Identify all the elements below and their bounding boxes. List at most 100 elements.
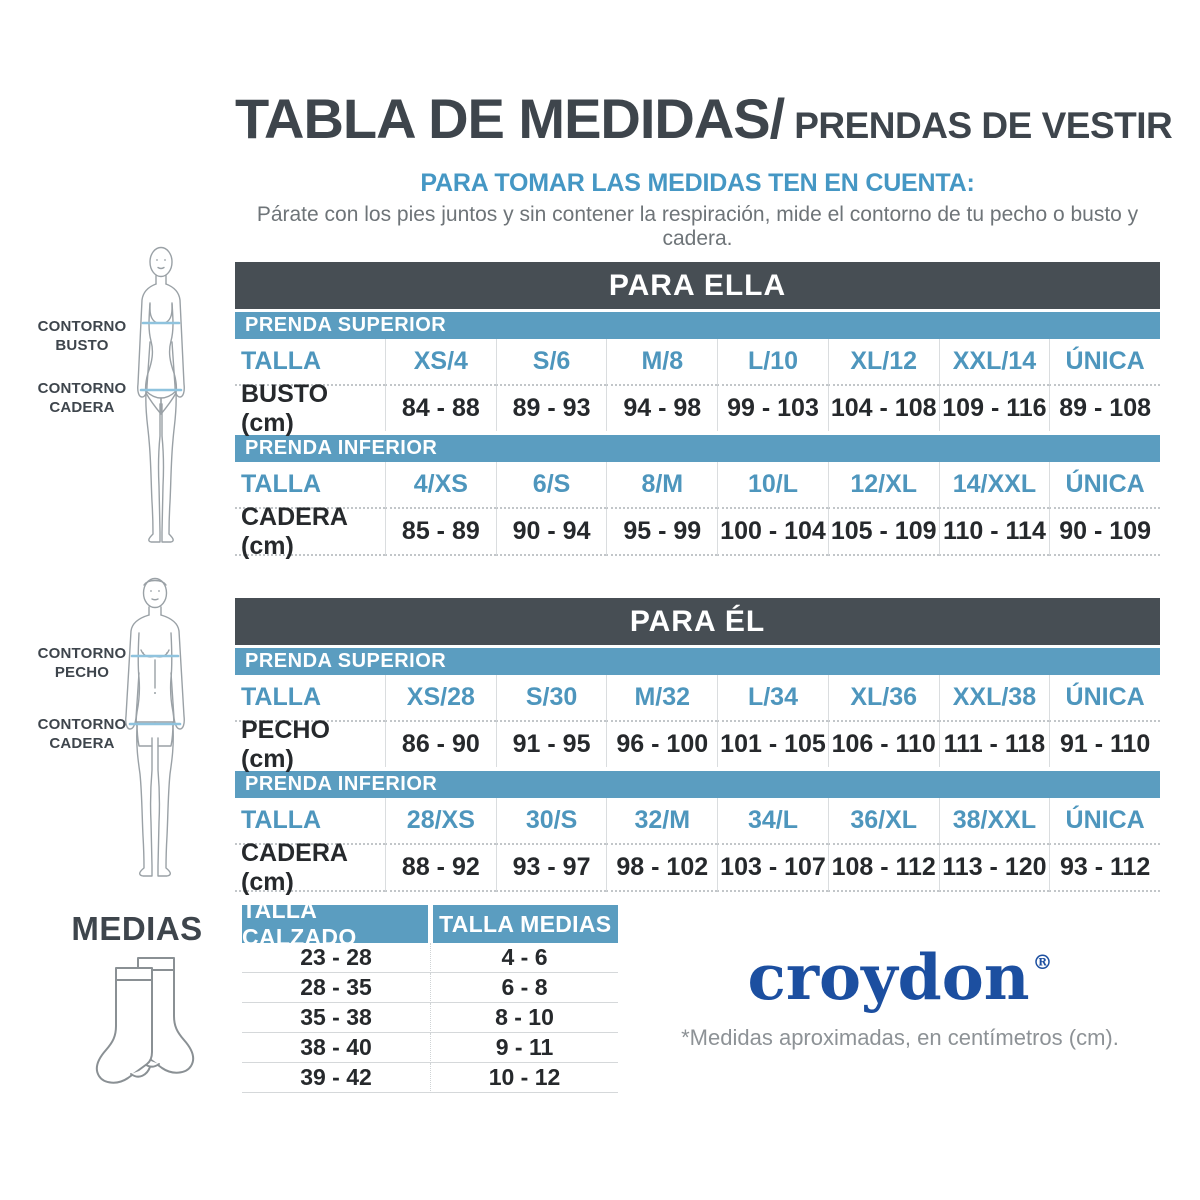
- male-hip-label: CONTORNO CADERA: [37, 716, 127, 752]
- measure-cell: 101 - 105: [717, 722, 828, 767]
- measure-cell: 109 - 116: [938, 386, 1050, 431]
- size-cell: 34/L: [717, 798, 828, 845]
- registered-trademark-symbol: ®: [1032, 950, 1053, 974]
- size-cell: XS/28: [385, 675, 496, 722]
- size-cell: 28/XS: [385, 798, 496, 845]
- women-upper-sizes-row: TALLA XS/4 S/6 M/8 L/10 XL/12 XXL/14 ÚNI…: [235, 339, 1160, 386]
- size-cell: M/32: [606, 675, 718, 722]
- size-cell: 8/M: [606, 462, 718, 509]
- size-cell: XS/4: [385, 339, 496, 386]
- measure-row-label: PECHO (cm): [241, 715, 330, 773]
- measure-cell: 99 - 103: [717, 386, 828, 431]
- measure-cell: 113 - 120: [938, 845, 1050, 892]
- size-cell: S/30: [495, 675, 607, 722]
- size-cell: 32/M: [606, 798, 718, 845]
- sock-size-cell: 9 - 11: [430, 1033, 618, 1063]
- female-hip-label: CONTORNO CADERA: [37, 380, 127, 416]
- male-figure-illustration: [125, 577, 185, 877]
- measurements-footnote: *Medidas aproximadas, en centímetros (cm…: [681, 1025, 1119, 1050]
- page-title: TABLA DE MEDIDAS/PRENDAS DE VESTIR: [235, 86, 1173, 151]
- men-size-table: PARA ÉL PRENDA SUPERIOR TALLA XS/28 S/30…: [235, 598, 1160, 896]
- size-cell: 30/S: [495, 798, 607, 845]
- men-lower-band: PRENDA INFERIOR: [235, 771, 1160, 798]
- brand-block: croydon ® *Medidas aproximadas, en centím…: [640, 946, 1160, 1051]
- table-row: 35 - 38 8 - 10: [242, 1003, 618, 1033]
- size-cell: XL/36: [827, 675, 939, 722]
- size-cell: XXL/38: [938, 675, 1050, 722]
- measure-cell: 86 - 90: [385, 722, 496, 767]
- size-cell: ÚNICA: [1049, 675, 1160, 722]
- measure-row-label: CADERA (cm): [235, 839, 385, 896]
- sock-size-header: TALLA MEDIAS: [432, 905, 618, 943]
- women-hip-values-row: CADERA (cm) 85 - 89 90 - 94 95 - 99 100 …: [235, 503, 1160, 560]
- size-row-label: TALLA: [235, 339, 385, 386]
- measure-cell: 93 - 97: [495, 845, 607, 892]
- measure-cell: 88 - 92: [385, 845, 496, 892]
- table-row: 28 - 35 6 - 8: [242, 973, 618, 1003]
- measure-row-label: CADERA (cm): [235, 503, 385, 560]
- table-row: 39 - 42 10 - 12: [242, 1063, 618, 1093]
- size-cell: XL/12: [827, 339, 939, 386]
- size-cell: 10/L: [717, 462, 828, 509]
- size-cell: ÚNICA: [1049, 462, 1160, 509]
- size-cell: ÚNICA: [1049, 798, 1160, 845]
- women-lower-band: PRENDA INFERIOR: [235, 435, 1160, 462]
- sock-size-cell: 6 - 8: [430, 973, 618, 1003]
- size-cell: ÚNICA: [1049, 339, 1160, 386]
- size-cell: S/6: [495, 339, 607, 386]
- header: TABLA DE MEDIDAS/PRENDAS DE VESTIR PARA …: [235, 86, 1173, 251]
- women-lower-sizes-row: TALLA 4/XS 6/S 8/M 10/L 12/XL 14/XXL ÚNI…: [235, 462, 1160, 509]
- measure-cell: 104 - 108: [827, 386, 939, 431]
- size-row-label: TALLA: [235, 798, 385, 845]
- measure-cell: 89 - 93: [495, 386, 607, 431]
- size-cell: 6/S: [495, 462, 607, 509]
- brand-logo-text: croydon: [747, 940, 1030, 1014]
- measure-cell: 90 - 94: [495, 509, 607, 556]
- sock-size-cell: 10 - 12: [430, 1063, 618, 1093]
- size-cell: XXL/14: [938, 339, 1050, 386]
- measure-cell: 89 - 108: [1049, 386, 1160, 431]
- shoe-size-cell: 39 - 42: [242, 1063, 430, 1093]
- size-row-label: TALLA: [235, 675, 385, 722]
- measure-cell: 85 - 89: [385, 509, 496, 556]
- measure-cell: 111 - 118: [938, 722, 1050, 767]
- measure-cell: 96 - 100: [606, 722, 717, 767]
- measure-cell: 95 - 99: [606, 509, 718, 556]
- women-table-title: PARA ELLA: [235, 262, 1160, 309]
- measure-cell: 110 - 114: [938, 509, 1050, 556]
- men-table-title: PARA ÉL: [235, 598, 1160, 645]
- female-bust-label: CONTORNO BUSTO: [37, 318, 127, 354]
- instructions-text: Párate con los pies juntos y sin contene…: [256, 203, 1139, 250]
- socks-table-header: TALLA CALZADO TALLA MEDIAS: [242, 897, 618, 950]
- shoe-size-cell: 35 - 38: [242, 1003, 430, 1033]
- men-chest-values-row: PECHO (cm) 86 - 90 91 - 95 96 - 100 101 …: [235, 715, 1160, 773]
- sock-size-cell: 4 - 6: [430, 943, 618, 973]
- size-cell: 36/XL: [827, 798, 939, 845]
- size-cell: 12/XL: [827, 462, 939, 509]
- sock-size-cell: 8 - 10: [430, 1003, 618, 1033]
- page-title-main: TABLA DE MEDIDAS/: [235, 87, 785, 150]
- shoe-size-cell: 28 - 35: [242, 973, 430, 1003]
- socks-icon: [95, 957, 195, 1084]
- measure-cell: 100 - 104: [717, 509, 828, 556]
- instructions-heading: PARA TOMAR LAS MEDIDAS TEN EN CUENTA:: [420, 169, 975, 197]
- table-row: 23 - 28 4 - 6: [242, 943, 618, 973]
- measure-cell: 98 - 102: [606, 845, 718, 892]
- shoe-size-header: TALLA CALZADO: [242, 897, 428, 950]
- measure-cell: 103 - 107: [717, 845, 828, 892]
- measure-row-label: BUSTO (cm): [241, 379, 329, 437]
- size-cell: 4/XS: [385, 462, 496, 509]
- brand-logo: croydon ®: [640, 946, 1160, 1009]
- size-cell: M/8: [606, 339, 718, 386]
- socks-size-table: TALLA CALZADO TALLA MEDIAS 23 - 28 4 - 6…: [242, 897, 618, 1093]
- men-hip-values-row: CADERA (cm) 88 - 92 93 - 97 98 - 102 103…: [235, 839, 1160, 896]
- measure-cell: 84 - 88: [385, 386, 496, 431]
- page-title-sub: PRENDAS DE VESTIR: [794, 105, 1173, 146]
- women-size-table: PARA ELLA PRENDA SUPERIOR TALLA XS/4 S/6…: [235, 262, 1160, 560]
- measure-cell: 108 - 112: [827, 845, 939, 892]
- measure-cell: 91 - 95: [495, 722, 607, 767]
- men-lower-sizes-row: TALLA 28/XS 30/S 32/M 34/L 36/XL 38/XXL …: [235, 798, 1160, 845]
- shoe-size-cell: 38 - 40: [242, 1033, 430, 1063]
- size-cell: 14/XXL: [938, 462, 1050, 509]
- socks-section-title: MEDIAS: [71, 910, 203, 947]
